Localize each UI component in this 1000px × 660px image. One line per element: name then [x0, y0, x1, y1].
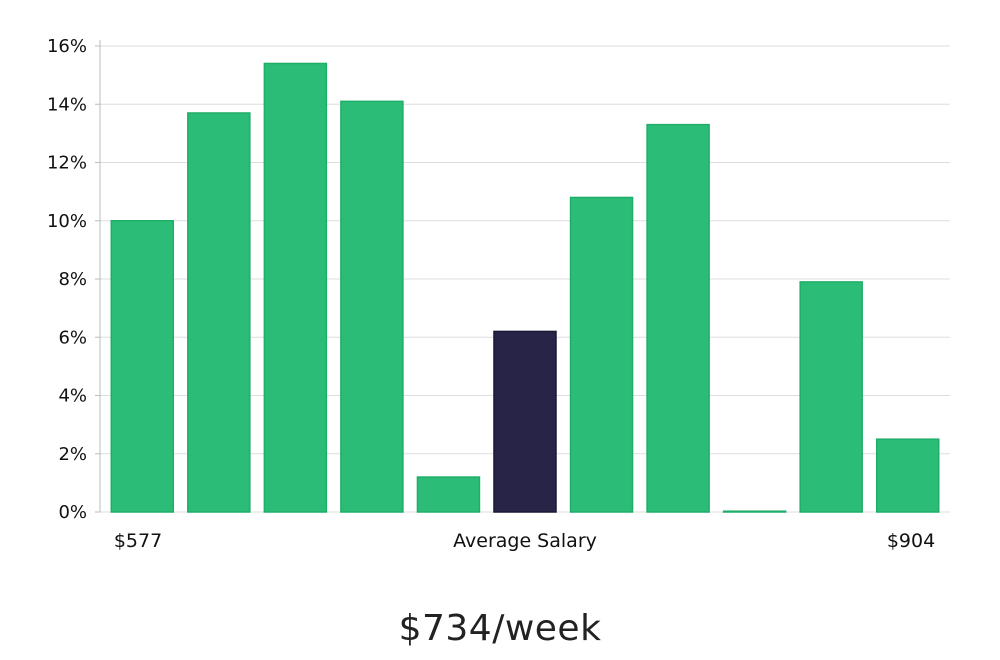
- salary-histogram: 0% 2% 4% 6% 8% 10% 12% 14% 16% $577 Average Sala…: [47, 36, 950, 552]
- x-label-min: $577: [114, 530, 162, 552]
- bar: [722, 510, 787, 513]
- bar-average-highlight: [493, 330, 557, 513]
- bars: [110, 62, 940, 513]
- y-tick-label: 4%: [58, 386, 87, 407]
- bar: [110, 220, 175, 513]
- bar: [416, 476, 481, 513]
- y-axis-ticks: 0% 2% 4% 6% 8% 10% 12% 14% 16%: [47, 36, 100, 523]
- bar: [340, 100, 404, 513]
- bar: [875, 438, 940, 513]
- y-tick-label: 0%: [58, 502, 87, 523]
- bar: [799, 281, 863, 513]
- x-label-average: Average Salary: [453, 530, 597, 552]
- y-tick-label: 12%: [47, 153, 87, 174]
- bar: [187, 112, 251, 513]
- bar: [646, 123, 710, 513]
- y-tick-label: 6%: [58, 327, 87, 348]
- x-label-max: $904: [887, 530, 935, 552]
- y-tick-label: 2%: [58, 444, 87, 465]
- y-tick-label: 14%: [47, 94, 87, 115]
- bar: [569, 196, 634, 513]
- y-tick-label: 10%: [47, 211, 87, 232]
- y-tick-label: 16%: [47, 36, 87, 57]
- bar: [263, 62, 328, 513]
- y-tick-label: 8%: [58, 269, 87, 290]
- average-salary-headline: $734/week: [398, 608, 602, 649]
